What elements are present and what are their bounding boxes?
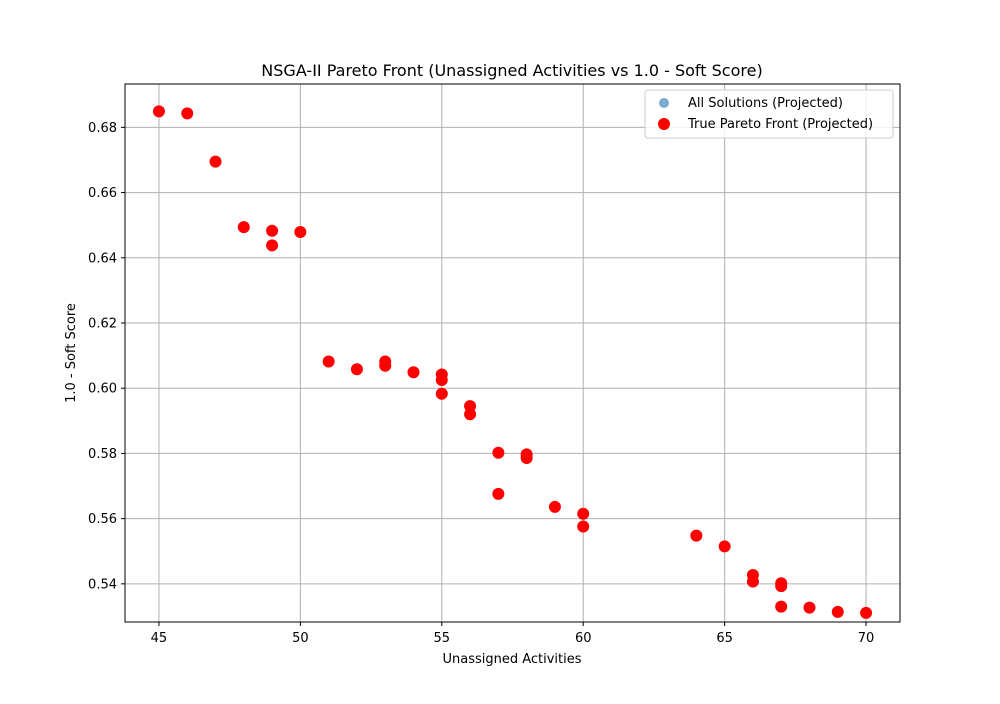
chart-title: NSGA-II Pareto Front (Unassigned Activit…: [261, 61, 762, 80]
y-tick-label: 0.68: [88, 121, 117, 136]
legend: All Solutions (Projected) True Pareto Fr…: [644, 89, 894, 139]
axis-ticks: 45 50 55 60 65 70 0.54 0.56 0.58 0.60 0.62 0.64 0.66…: [88, 121, 874, 646]
x-tick-label: 65: [716, 631, 733, 646]
legend-marker-true-pareto-front: [658, 118, 670, 130]
data-point-pareto-front: [803, 601, 816, 614]
data-point-pareto-front: [435, 387, 448, 400]
x-tick-label: 50: [292, 631, 309, 646]
data-point-pareto-front: [464, 408, 477, 421]
data-point-pareto-front: [860, 606, 873, 619]
data-point-pareto-front: [746, 575, 759, 588]
data-point-pareto-front: [152, 105, 165, 118]
y-tick-label: 0.56: [88, 512, 117, 527]
data-point-pareto-front: [831, 605, 844, 618]
series-1: [152, 105, 873, 619]
data-point-pareto-front: [577, 520, 590, 533]
y-tick-label: 0.54: [88, 577, 117, 592]
data-point-pareto-front: [266, 239, 279, 252]
data-points: [152, 105, 873, 619]
data-point-pareto-front: [209, 155, 222, 168]
x-tick-label: 55: [434, 631, 451, 646]
data-point-pareto-front: [181, 107, 194, 120]
data-point-pareto-front: [407, 366, 420, 379]
data-point-pareto-front: [435, 374, 448, 387]
legend-label-true-pareto-front: True Pareto Front (Projected): [687, 117, 873, 132]
data-point-pareto-front: [690, 529, 703, 542]
y-tick-label: 0.64: [88, 251, 117, 266]
series-0: [154, 106, 871, 618]
data-point-pareto-front: [492, 446, 505, 459]
x-tick-label: 45: [151, 631, 168, 646]
x-tick-label: 60: [575, 631, 592, 646]
x-tick-label: 70: [858, 631, 875, 646]
data-point-pareto-front: [718, 540, 731, 553]
data-point-pareto-front: [379, 359, 392, 372]
data-point-pareto-front: [775, 600, 788, 613]
legend-label-all-solutions: All Solutions (Projected): [688, 96, 843, 111]
data-point-pareto-front: [775, 580, 788, 593]
data-point-pareto-front: [237, 221, 250, 234]
data-point-pareto-front: [266, 224, 279, 237]
data-point-pareto-front: [520, 451, 533, 464]
y-tick-label: 0.62: [88, 317, 117, 332]
data-point-pareto-front: [492, 487, 505, 500]
data-point-pareto-front: [548, 500, 561, 513]
y-tick-label: 0.58: [88, 447, 117, 462]
grid-lines: [125, 84, 900, 622]
data-point-pareto-front: [322, 355, 335, 368]
data-point-pareto-front: [350, 363, 363, 376]
plot-frame: [124, 83, 901, 623]
legend-box: [644, 89, 894, 139]
data-point-pareto-front: [577, 507, 590, 520]
legend-marker-all-solutions: [659, 98, 669, 108]
y-axis-label: 1.0 - Soft Score: [64, 303, 79, 403]
x-axis-label: Unassigned Activities: [442, 652, 581, 667]
y-tick-label: 0.60: [88, 382, 117, 397]
data-point-pareto-front: [294, 226, 307, 239]
y-tick-label: 0.66: [88, 186, 117, 201]
